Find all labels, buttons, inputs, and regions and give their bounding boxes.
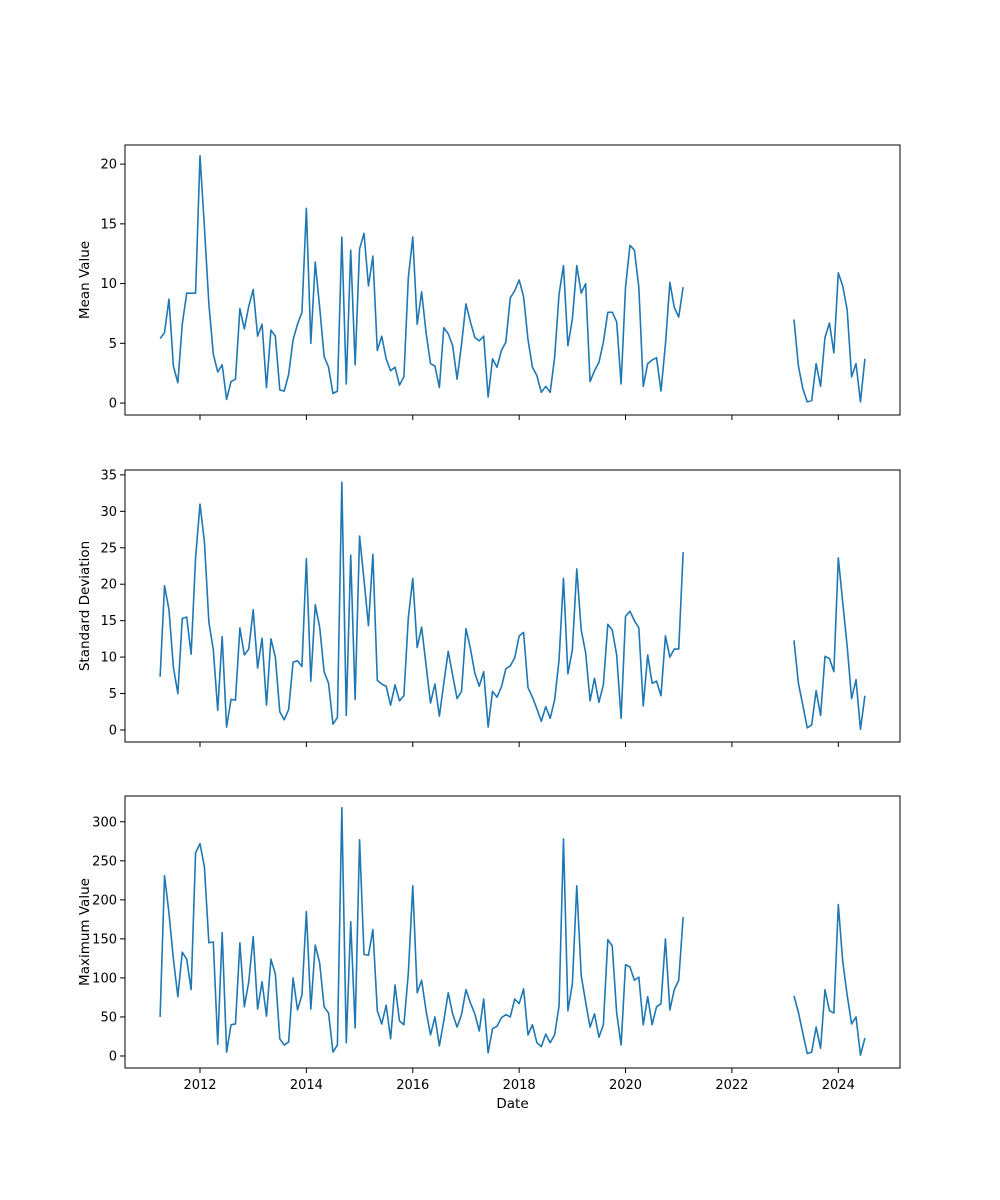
mean-value-axes-frame xyxy=(124,144,901,416)
mean-value-y-tick-label: 20 xyxy=(100,158,117,173)
mean-value-panel: 0 5 10 15 20 Mean Value xyxy=(77,144,901,420)
x-tick-label: 2022 xyxy=(715,1078,748,1093)
standard-deviation-y-tick-label: 25 xyxy=(100,541,117,556)
x-tick-label: 2020 xyxy=(609,1078,642,1093)
mean-value-y-axis-label: Mean Value xyxy=(77,241,93,319)
standard-deviation-series-line xyxy=(159,481,866,731)
standard-deviation-y-axis-label: Standard Deviation xyxy=(77,541,93,671)
mean-value-y-tick-label: 5 xyxy=(109,337,117,352)
maximum-value-y-tick-label: 0 xyxy=(109,1049,117,1064)
x-tick-label: 2016 xyxy=(396,1078,429,1093)
x-tick-label: 2018 xyxy=(503,1078,536,1093)
maximum-value-y-tick-label: 50 xyxy=(100,1010,117,1025)
maximum-value-y-tick-label: 200 xyxy=(92,893,117,908)
standard-deviation-y-tick-label: 35 xyxy=(100,468,117,483)
maximum-value-panel: 2012 2014 2016 2018 2020 2022 2024 0 50 100 150 200… xyxy=(77,795,901,1112)
standard-deviation-y-tick-label: 0 xyxy=(109,723,117,738)
mean-value-y-tick-label: 10 xyxy=(100,277,117,292)
standard-deviation-y-tick-label: 30 xyxy=(100,505,117,520)
standard-deviation-y-tick-label: 5 xyxy=(109,687,117,702)
x-axis-label: Date xyxy=(496,1096,528,1112)
maximum-value-y-tick-label: 100 xyxy=(92,971,117,986)
mean-value-y-tick-label: 15 xyxy=(100,217,117,232)
standard-deviation-y-tick-label: 15 xyxy=(100,614,117,629)
x-tick-label: 2014 xyxy=(290,1078,323,1093)
mean-value-series-line xyxy=(159,154,866,403)
standard-deviation-panel: 0 5 10 15 20 25 30 35 Standard Deviation xyxy=(77,468,901,747)
x-tick-label: 2012 xyxy=(183,1078,216,1093)
x-tick-label: 2024 xyxy=(822,1078,855,1093)
maximum-value-y-axis-label: Maximum Value xyxy=(77,878,93,986)
maximum-value-y-tick-label: 300 xyxy=(92,815,117,830)
standard-deviation-axes-frame xyxy=(124,469,901,743)
mean-value-y-tick-label: 0 xyxy=(109,397,117,412)
maximum-value-series-line xyxy=(159,806,866,1056)
standard-deviation-y-tick-label: 20 xyxy=(100,578,117,593)
maximum-value-y-tick-label: 150 xyxy=(92,932,117,947)
maximum-value-y-tick-label: 250 xyxy=(92,854,117,869)
standard-deviation-y-tick-label: 10 xyxy=(100,651,117,666)
maximum-value-axes-frame xyxy=(124,795,901,1069)
